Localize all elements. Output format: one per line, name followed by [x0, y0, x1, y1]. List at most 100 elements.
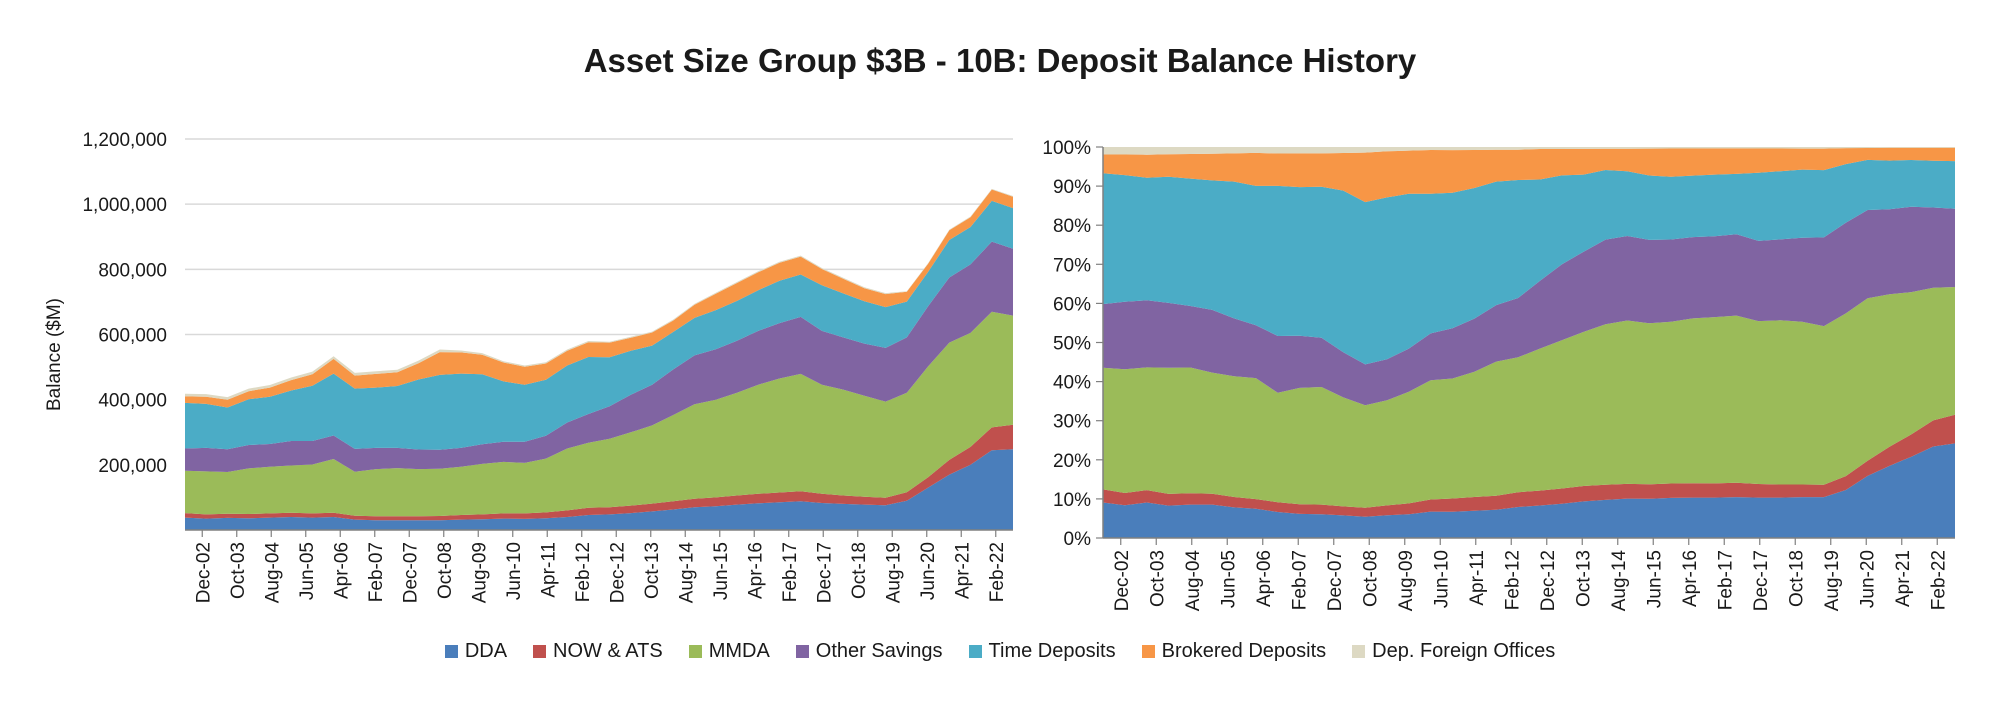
x-tick-label: Oct-03 — [228, 542, 249, 599]
x-tick-label: Jun-05 — [297, 542, 318, 600]
legend-item-now-ats: NOW & ATS — [533, 640, 663, 663]
x-tick-label: Feb-07 — [366, 542, 387, 602]
x-tick-label: Dec-02 — [193, 542, 214, 603]
y-tick-label: 400,000 — [98, 391, 167, 412]
legend-label: Other Savings — [815, 640, 943, 662]
x-tick-label-pct: Apr-21 — [1893, 550, 1914, 607]
y-tick-label: 1,200,000 — [82, 130, 167, 151]
x-tick-label: Dec-07 — [400, 542, 421, 603]
x-tick-label: Dec-17 — [814, 542, 835, 603]
area-dda — [185, 449, 1013, 530]
y-tick-label-pct: 90% — [1053, 177, 1091, 198]
x-tick-label-pct: Apr-06 — [1254, 550, 1275, 607]
x-tick-label: Jun-15 — [711, 542, 732, 600]
legend-label: Brokered Deposits — [1161, 640, 1327, 662]
x-tick-label: Feb-22 — [987, 542, 1008, 602]
legend-label: NOW & ATS — [553, 640, 663, 662]
y-tick-label-pct: 40% — [1053, 373, 1091, 394]
x-tick-label-pct: Oct-18 — [1786, 550, 1807, 607]
x-tick-label-pct: Dec-12 — [1538, 550, 1559, 611]
y-axis-label: Balance ($M) — [44, 298, 65, 411]
x-tick-label: Aug-04 — [262, 542, 283, 604]
x-tick-label-pct: Aug-14 — [1609, 550, 1630, 612]
x-tick-label: Oct-13 — [642, 542, 663, 599]
y-tick-label-pct: 50% — [1053, 334, 1091, 355]
x-tick-label: Oct-18 — [849, 542, 870, 599]
legend-label: Time Deposits — [988, 640, 1116, 662]
legend-swatch — [1141, 645, 1155, 658]
legend-item-other-savings: Other Savings — [795, 640, 943, 663]
y-tick-label-pct: 10% — [1053, 490, 1091, 511]
area-now-ats — [185, 424, 1013, 521]
legend-swatch — [795, 645, 809, 658]
legend-swatch — [968, 645, 982, 658]
x-tick-label-pct: Jun-15 — [1644, 550, 1665, 608]
chart-title: Asset Size Group $3B - 10B: Deposit Bala… — [583, 42, 1417, 79]
x-tick-label-pct: Feb-17 — [1715, 550, 1736, 610]
x-tick-label-pct: Feb-07 — [1289, 550, 1310, 610]
x-tick-label: Jun-10 — [504, 542, 525, 600]
x-tick-label: Apr-16 — [745, 542, 766, 599]
y-tick-label-pct: 20% — [1053, 451, 1091, 472]
x-tick-label-pct: Apr-11 — [1467, 550, 1488, 606]
legend-swatch — [688, 645, 702, 658]
pct-area-dep-foreign-offices — [1103, 147, 1955, 155]
x-tick-label-pct: Oct-13 — [1573, 550, 1594, 607]
y-tick-label: 200,000 — [98, 456, 167, 477]
pct-area-mmda — [1103, 287, 1955, 508]
x-tick-label-pct: Aug-19 — [1822, 550, 1843, 611]
x-tick-label-pct: Aug-09 — [1396, 550, 1417, 611]
x-tick-label: Apr-06 — [331, 542, 352, 599]
pct-area-dda — [1103, 443, 1955, 538]
x-tick-label-pct: Feb-22 — [1928, 550, 1949, 610]
y-tick-label: 1,000,000 — [82, 195, 167, 216]
x-tick-label-pct: Apr-16 — [1680, 550, 1701, 607]
x-tick-label: Jun-20 — [918, 542, 939, 600]
pct-area-other-savings — [1103, 206, 1955, 406]
y-tick-label-pct: 70% — [1053, 255, 1091, 276]
chart-legend: DDA NOW & ATS MMDA Other Savings Time De… — [0, 640, 2000, 663]
x-tick-label: Oct-08 — [435, 542, 456, 599]
y-tick-label: 600,000 — [98, 326, 167, 347]
x-tick-label-pct: Aug-04 — [1183, 550, 1204, 612]
x-tick-label-pct: Dec-17 — [1751, 550, 1772, 611]
legend-label: Dep. Foreign Offices — [1372, 640, 1556, 662]
y-tick-label-pct: 80% — [1053, 216, 1091, 237]
x-tick-label: Aug-14 — [676, 542, 697, 604]
x-tick-label-pct: Jun-05 — [1218, 550, 1239, 608]
x-tick-label-pct: Feb-12 — [1502, 550, 1523, 610]
y-tick-label: 800,000 — [98, 260, 167, 281]
area-other-savings — [185, 241, 1013, 472]
x-tick-label: Feb-12 — [573, 542, 594, 602]
x-tick-label-pct: Jun-10 — [1431, 550, 1452, 608]
x-tick-label-pct: Dec-07 — [1325, 550, 1346, 611]
legend-item-mmda: MMDA — [688, 640, 770, 663]
legend-item-brokered-deposits: Brokered Deposits — [1141, 640, 1327, 663]
area-time-deposits — [185, 200, 1013, 450]
x-tick-label-pct: Oct-08 — [1360, 550, 1381, 607]
legend-item-dda: DDA — [444, 640, 508, 663]
pct-area-now-ats — [1103, 414, 1955, 517]
area-mmda — [185, 311, 1013, 517]
x-tick-label: Feb-17 — [780, 542, 801, 602]
x-tick-label: Apr-21 — [952, 542, 973, 599]
x-tick-label-pct: Jun-20 — [1857, 550, 1878, 608]
x-tick-label: Dec-12 — [607, 542, 628, 603]
y-tick-label-pct: 0% — [1064, 529, 1092, 550]
legend-label: DDA — [464, 640, 508, 662]
legend-item-dep-foreign-offices: Dep. Foreign Offices — [1352, 640, 1555, 663]
x-tick-label-pct: Oct-03 — [1147, 550, 1168, 607]
legend-swatch — [444, 645, 458, 658]
y-tick-label-pct: 30% — [1053, 412, 1091, 433]
x-tick-label: Aug-19 — [883, 542, 904, 603]
legend-label: MMDA — [708, 640, 770, 662]
y-tick-label-pct: 100% — [1042, 138, 1091, 159]
legend-swatch — [1352, 645, 1366, 658]
x-tick-label: Apr-11 — [538, 542, 559, 598]
pct-area-brokered-deposits — [1103, 147, 1955, 203]
legend-item-time-deposits: Time Deposits — [968, 640, 1116, 663]
x-tick-label: Aug-09 — [469, 542, 490, 603]
legend-swatch — [533, 645, 547, 658]
y-tick-label-pct: 60% — [1053, 294, 1091, 315]
